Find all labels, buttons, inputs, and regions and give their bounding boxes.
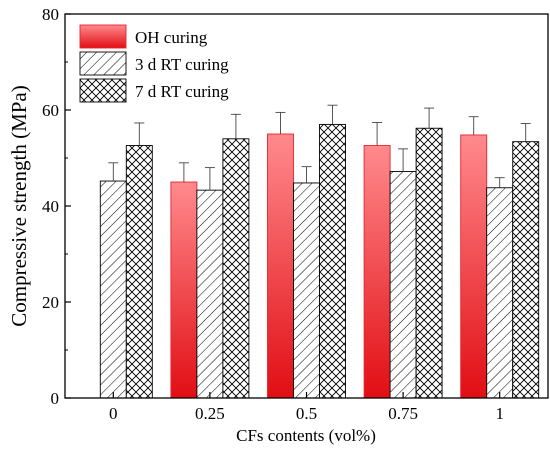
x-tick-label: 0.25 [195,404,225,423]
bar-oh-curing-0_5 [267,133,294,399]
y-tick-label: 60 [42,101,59,120]
y-tick-label: 0 [51,389,60,408]
bar-oh-curing-0_75 [363,145,391,399]
x-tick-label: 0.5 [296,404,317,423]
error-bars-layer [108,104,531,191]
legend-swatch [79,51,127,76]
y-axis-title: Compressive strength (MPa) [7,85,31,326]
bar-7-d-rt-curing-0_25 [222,138,250,399]
bar-3-d-rt-curing-0 [99,180,127,399]
bar-7-d-rt-curing-0_5 [319,123,346,399]
bar-3-d-rt-curing-0_75 [389,170,417,399]
bar-3-d-rt-curing-0_5 [293,182,320,399]
x-tick-label: 1 [495,404,504,423]
tick-labels-layer: 0 20 40 60 80 0 0.25 0.5 0.75 1 [42,5,504,423]
y-tick-label: 80 [42,5,59,24]
bar-7-d-rt-curing-0 [125,145,153,399]
x-axis-title: CFs contents (vol%) [236,426,376,445]
bar-3-d-rt-curing-0_25 [196,189,224,399]
bar-7-d-rt-curing-1 [512,141,540,399]
bars-layer [99,123,540,399]
bar-oh-curing-0_25 [170,181,198,399]
x-tick-label: 0.75 [388,404,418,423]
y-tick-label: 20 [42,293,59,312]
x-tick-label: 0 [109,404,118,423]
legend-label: 7 d RT curing [135,82,229,101]
bar-7-d-rt-curing-0_75 [415,127,443,399]
axes-layer [64,13,549,399]
legend: OH curing 3 d RT curing 7 d RT curing [79,24,229,103]
legend-label: OH curing [135,28,208,47]
legend-swatch [79,24,127,49]
y-tick-label: 40 [42,197,59,216]
legend-swatch [79,78,127,103]
bar-oh-curing-1 [460,134,488,399]
legend-label: 3 d RT curing [135,55,229,74]
bar-3-d-rt-curing-1 [486,187,514,399]
